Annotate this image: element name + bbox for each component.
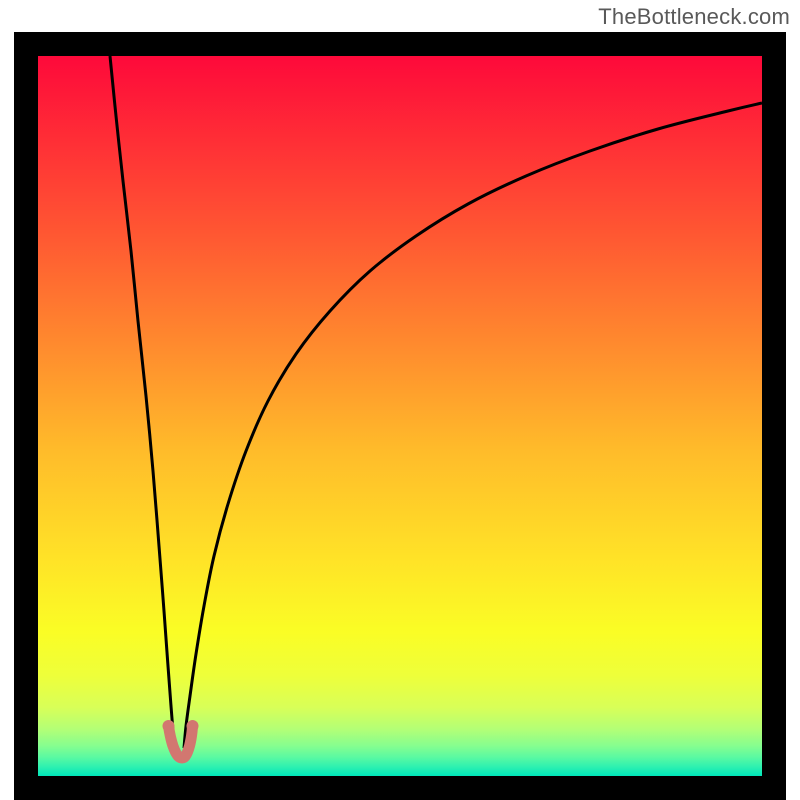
trough-dot-right: [187, 720, 199, 732]
curve-right-branch: [184, 103, 762, 748]
watermark-text: TheBottleneck.com: [598, 4, 790, 30]
bottleneck-figure: TheBottleneck.com: [0, 0, 800, 800]
curve-left-branch: [110, 56, 175, 748]
plot-area: [38, 56, 762, 776]
bottleneck-curve: [38, 56, 762, 776]
trough-dot-left: [163, 720, 175, 732]
